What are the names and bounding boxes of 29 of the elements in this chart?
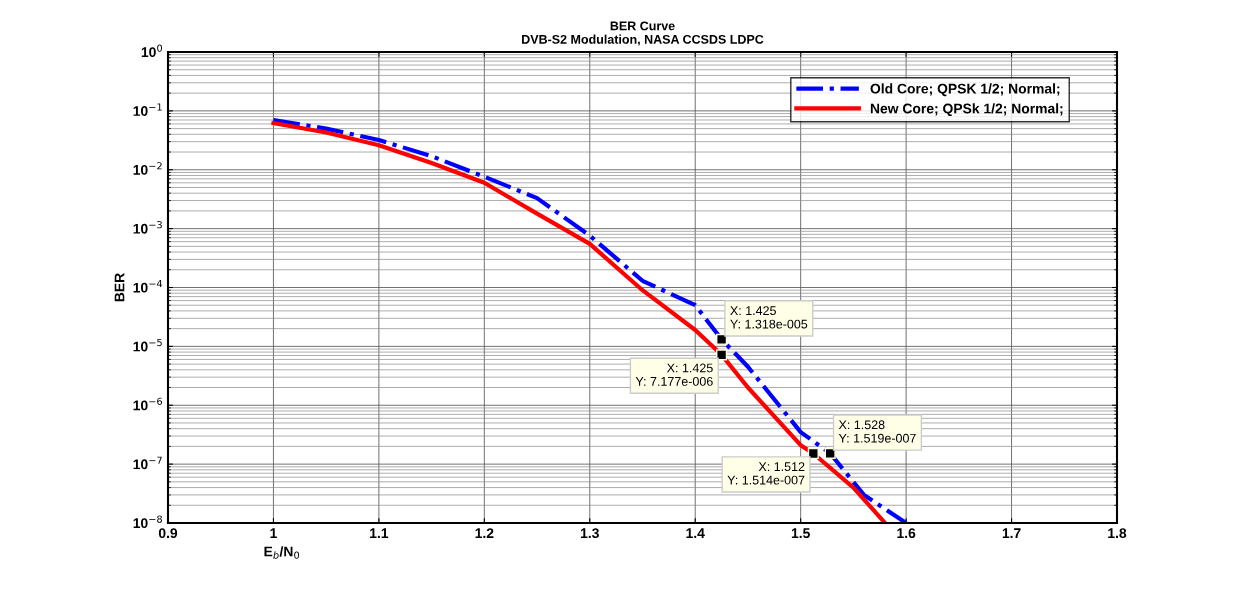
annotation: X: 1.425 Y: 1.318e-005 [730,306,808,329]
y-axis-title: BER [114,273,125,302]
x-tick-label: 1.4 [686,528,705,538]
x-tick-label: 0.9 [158,528,178,539]
y-tick-label: 10$^{−8}$ [133,515,162,529]
x-tick-label: 1 [270,528,277,538]
legend-label: Old Core; QPSK 1/2; Normal; [870,83,1060,97]
chart-subtitle: DVB-S2 Modulation, NASA CCSDS LDPC [522,34,764,46]
x-tick-label: 1.8 [1108,528,1127,539]
annotation: X: 1.512 Y: 1.514e-007 [727,462,805,485]
annotation: X: 1.425 Y: 7.177e-006 [635,363,713,386]
x-tick-label: 1.1 [370,528,389,538]
y-tick-label: 10$^{−6}$ [133,397,163,411]
x-tick-label: 1.6 [897,528,916,539]
x-tick-label: 1.2 [475,528,494,538]
annotation: X: 1.528 Y: 1.519e-007 [838,420,916,443]
x-tick-label: 1.3 [581,528,599,539]
chart-title: BER Curve [610,21,675,31]
y-tick-label: 10$^{−7}$ [133,456,162,470]
x-tick-label: 1.5 [791,528,810,539]
legend-label: New Core; QPSk 1/2; Normal; [870,103,1063,117]
y-tick-label: 10$^{−1}$ [133,103,162,116]
y-tick-label: 10$^{−4}$ [133,280,163,293]
y-tick-label: 10$^{−2}$ [133,162,162,175]
x-tick-label: 1.7 [1002,528,1021,538]
y-tick-label: 10$^{0}$ [141,44,163,58]
y-tick-label: 10$^{−5}$ [133,338,162,352]
y-tick-label: 10$^{−3}$ [133,221,162,234]
x-axis-title: E$_{b}$/N$_{0}$ [264,546,300,559]
